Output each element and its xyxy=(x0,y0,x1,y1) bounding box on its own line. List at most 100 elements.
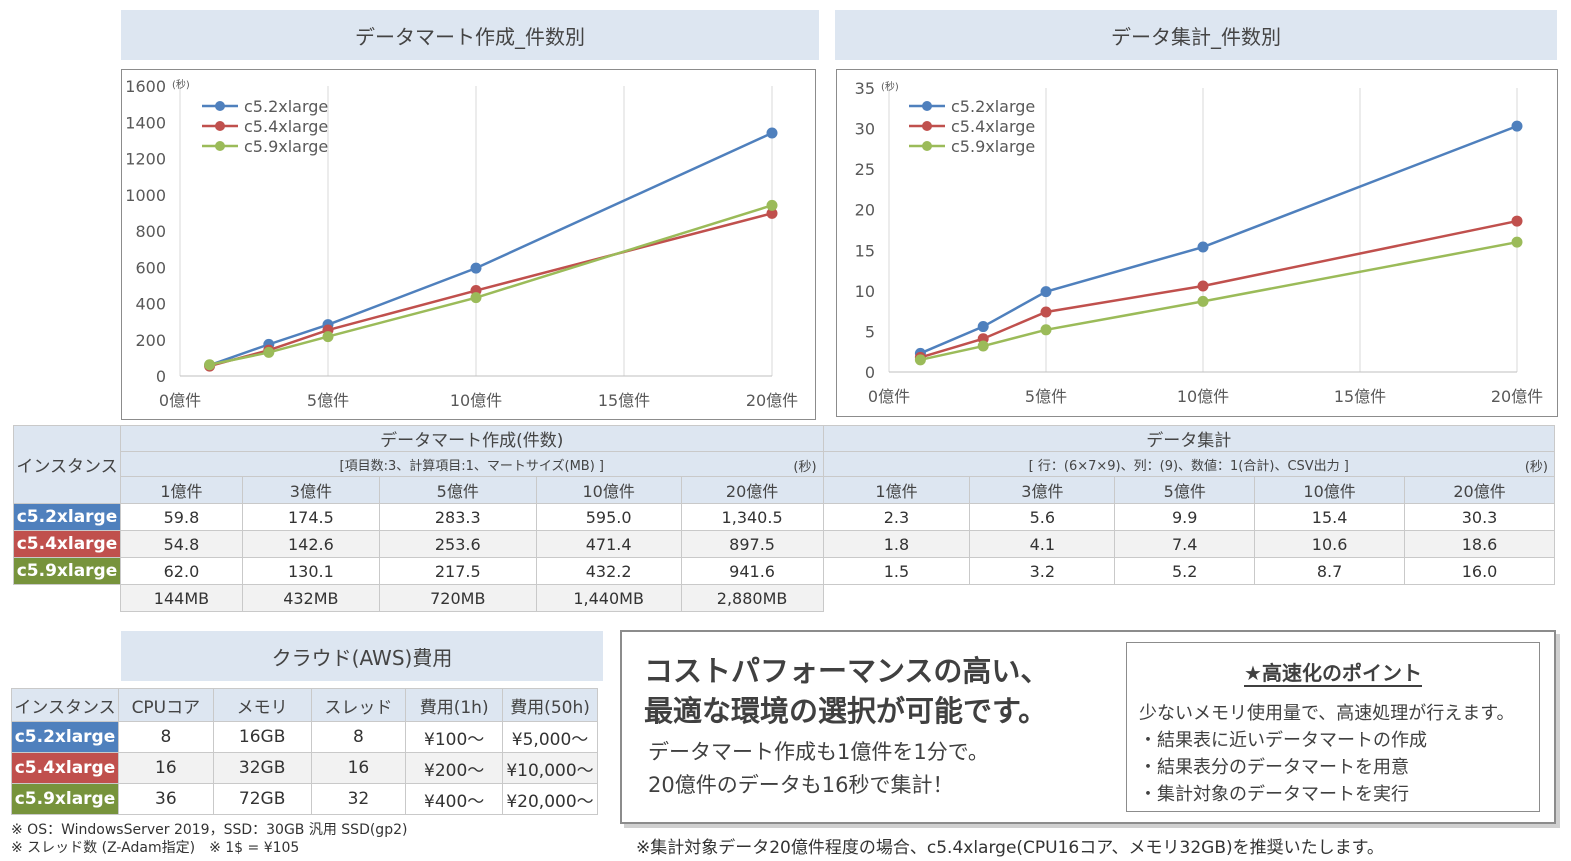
size-cell: 720MB xyxy=(378,584,537,612)
table-cell: 283.3 xyxy=(378,503,537,531)
y-tick-label: 25 xyxy=(855,160,875,179)
table-cell: 1,340.5 xyxy=(680,503,824,531)
cost-header: スレッド xyxy=(310,688,407,722)
table-cell: 16 xyxy=(310,752,407,784)
instance-label: c5.2xlarge xyxy=(11,721,119,753)
table-cell: 16.0 xyxy=(1404,557,1555,585)
legend-marker xyxy=(215,141,225,151)
data-point xyxy=(766,127,778,139)
table-cell: 217.5 xyxy=(378,557,537,585)
points-box: ★高速化のポイント 少ないメモリ使用量で、高速処理が行えます。 ・結果表に近いデ… xyxy=(1126,642,1540,812)
table-cell: 8 xyxy=(310,721,407,753)
legend-label: c5.4xlarge xyxy=(951,117,1035,136)
y-unit-label: (秒) xyxy=(881,80,899,93)
y-tick-label: 400 xyxy=(135,295,166,314)
legend-marker xyxy=(922,141,932,151)
results-mart-sub: [項目数:3、計算項目:1、マートサイズ(MB) ] (秒) xyxy=(119,451,824,477)
data-point xyxy=(1511,236,1523,248)
points-item: ・結果表分のデータマートを用意 xyxy=(1139,757,1409,778)
results-col-header: 3億件 xyxy=(241,476,380,504)
table-cell: ¥400～ xyxy=(405,783,504,815)
data-point xyxy=(766,207,778,219)
table-cell: ¥5,000～ xyxy=(502,721,598,753)
y-tick-label: 0 xyxy=(865,363,875,382)
y-tick-label: 20 xyxy=(855,201,875,220)
table-cell: 595.0 xyxy=(535,503,682,531)
table-cell: 7.4 xyxy=(1114,530,1256,558)
data-point xyxy=(1040,324,1052,336)
cost-header: CPUコア xyxy=(117,688,214,722)
cost-banner-text: クラウド(AWS)費用 xyxy=(271,645,453,670)
series-line xyxy=(920,240,1518,362)
size-cell: 2,880MB xyxy=(680,584,824,612)
results-mart-unit: (秒) xyxy=(793,460,817,475)
chart-banner-mart: データマート作成_件数別 xyxy=(121,10,819,60)
results-col-header: 5億件 xyxy=(1114,476,1256,504)
chart-banner-mart-text: データマート作成_件数別 xyxy=(355,24,585,49)
table-cell: 15.4 xyxy=(1254,503,1406,531)
size-cell: 1,440MB xyxy=(535,584,682,612)
results-col-header: 5億件 xyxy=(378,476,537,504)
chart-banner-agg: データ集計_件数別 xyxy=(835,10,1557,60)
table-row: c5.2xlarge 59.8 174.5 283.3 595.0 1,340.… xyxy=(13,503,1555,531)
legend-marker xyxy=(215,101,225,111)
chart-agg: 0億件 5億件 10億件 15億件 20億件 0 5 10 15 20 25 30 35 (秒) c5.2x… xyxy=(836,69,1558,417)
table-cell: ¥100～ xyxy=(405,721,504,753)
chart-mart-svg: 0億件 5億件 10億件 15億件 20億件 0 200 400 600 800 1000 1200 1… xyxy=(125,77,798,410)
table-cell: 16GB xyxy=(212,721,312,753)
x-tick-label: 5億件 xyxy=(307,391,349,410)
table-cell: 36 xyxy=(117,783,214,815)
table-row: c5.4xlarge 16 32GB 16 ¥200～ ¥10,000～ xyxy=(11,752,598,784)
instance-label: c5.4xlarge xyxy=(11,752,119,784)
table-cell: ¥10,000～ xyxy=(502,752,598,784)
points-title: ★高速化のポイント xyxy=(1127,657,1539,687)
x-tick-label: 10億件 xyxy=(450,391,502,410)
data-point xyxy=(1040,306,1052,318)
y-tick-label: 600 xyxy=(135,258,166,277)
table-cell: 59.8 xyxy=(119,503,243,531)
table-cell: 897.5 xyxy=(680,530,824,558)
legend-marker xyxy=(922,121,932,131)
data-point xyxy=(1040,286,1052,298)
table-cell: 4.1 xyxy=(969,530,1116,558)
table-cell: ¥200～ xyxy=(405,752,504,784)
legend-label: c5.9xlarge xyxy=(951,137,1035,156)
y-tick-label: 1200 xyxy=(125,150,166,169)
x-tick-label: 20億件 xyxy=(746,391,798,410)
data-point xyxy=(263,346,275,358)
table-cell: 941.6 xyxy=(680,557,824,585)
y-tick-label: 15 xyxy=(855,241,875,260)
table-cell: 32 xyxy=(310,783,407,815)
results-col-header: 1億件 xyxy=(119,476,243,504)
data-point xyxy=(322,331,334,343)
table-cell: 9.9 xyxy=(1114,503,1256,531)
table-cell: 253.6 xyxy=(378,530,537,558)
footnote: ※集計対象データ20億件程度の場合、c5.4xlarge(CPU16コア、メモリ… xyxy=(636,838,1384,858)
table-cell: 142.6 xyxy=(241,530,380,558)
table-cell: 3.2 xyxy=(969,557,1116,585)
results-col-header: 10億件 xyxy=(535,476,682,504)
legend-marker xyxy=(922,101,932,111)
y-tick-label: 1600 xyxy=(125,77,166,96)
headline-line1: コストパフォーマンスの高い、 xyxy=(644,654,1050,688)
table-row-sizes: 144MB 432MB 720MB 1,440MB 2,880MB xyxy=(13,584,1555,612)
data-point xyxy=(977,340,989,352)
table-cell: ¥20,000～ xyxy=(502,783,598,815)
table-cell: 54.8 xyxy=(119,530,243,558)
table-cell: 130.1 xyxy=(241,557,380,585)
results-col-header: 20億件 xyxy=(680,476,824,504)
results-col-header: 20億件 xyxy=(1404,476,1555,504)
results-col-header: 3億件 xyxy=(969,476,1116,504)
cost-note-thread: ※ スレッド数 (Z-Adam指定) ※ 1$ = ¥105 xyxy=(11,840,300,856)
table-cell: 2.3 xyxy=(822,503,971,531)
table-row: c5.4xlarge 54.8 142.6 253.6 471.4 897.5 … xyxy=(13,530,1555,558)
table-cell: 8 xyxy=(117,721,214,753)
empty-cell xyxy=(823,584,1555,612)
table-cell: 8.7 xyxy=(1254,557,1406,585)
cost-header: 費用(1h) xyxy=(405,688,504,722)
results-table: インスタンス データマート作成(件数) データ集計 [項目数:3、計算項目:1、… xyxy=(13,425,1556,612)
table-row: c5.2xlarge 8 16GB 8 ¥100～ ¥5,000～ xyxy=(11,721,598,753)
size-cell: 144MB xyxy=(119,584,243,612)
data-point xyxy=(977,321,989,333)
table-cell: 62.0 xyxy=(119,557,243,585)
